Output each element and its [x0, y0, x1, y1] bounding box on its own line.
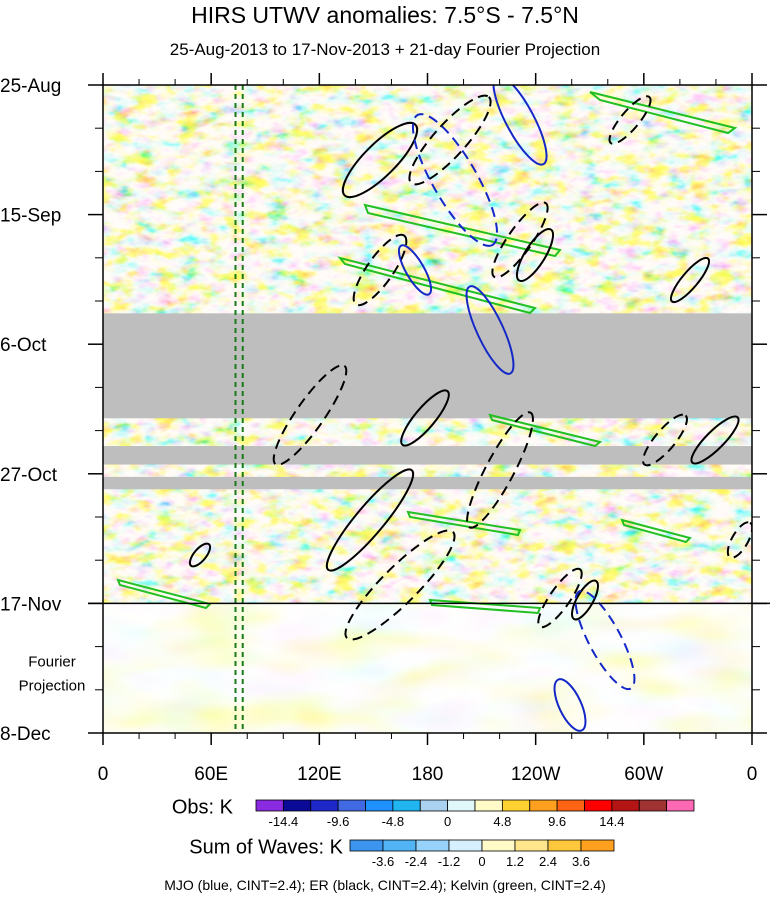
- colorbar-tick-label: 2.4: [539, 854, 557, 869]
- waves-colorbar: -3.6 -2.4 -1.2 0 1.2 2.4 3.6 Sum of Waves: K: [189, 837, 615, 869]
- colorbar-swatch: [501, 799, 531, 812]
- colorbar-swatch: [447, 799, 476, 812]
- colorbar-tick-label: 3.6: [572, 854, 590, 869]
- kelvin-contour: [337, 256, 537, 315]
- colorbar-tick-label: 9.6: [548, 814, 566, 829]
- mjo-contour: [411, 113, 499, 247]
- colorbar-swatch: [415, 839, 450, 852]
- er-contour: [344, 529, 456, 641]
- mjo-contour: [492, 85, 548, 166]
- er-contour: [669, 256, 711, 304]
- kelvin-contour: [116, 578, 212, 610]
- x-tick-label: 120E: [297, 764, 341, 785]
- missing-data-band: [103, 476, 752, 490]
- x-tick-label: 120W: [511, 764, 561, 785]
- colorbar-tick-label: -3.6: [372, 854, 394, 869]
- projection-label: Fourier Projection: [19, 653, 86, 694]
- colorbar-tick-label: 1.2: [506, 854, 524, 869]
- colorbar-swatch: [481, 839, 516, 852]
- er-contour: [325, 468, 415, 572]
- x-tick-label: 180: [412, 764, 444, 785]
- y-tick-label: 8-Dec: [0, 724, 51, 745]
- colorbar-tick-label: -2.4: [405, 854, 427, 869]
- colorbar-title: Sum of Waves: K: [189, 837, 343, 859]
- y-tick-label: 15-Sep: [0, 206, 61, 227]
- er-contour: [188, 542, 212, 568]
- colorbar-swatch: [514, 839, 549, 852]
- colorbar-swatch: [255, 799, 284, 812]
- er-contour: [491, 201, 549, 279]
- axes: 0 60E 120E 180 120W 60W 0 25-Aug 15-Sep 6-Oct 27-O…: [0, 73, 767, 785]
- colorbar-swatch: [448, 839, 483, 852]
- y-tick-label: 17-Nov: [0, 594, 62, 615]
- colorbar-swatch: [580, 839, 615, 852]
- projection-label-line: Projection: [19, 677, 86, 694]
- colorbar-tick-label: -14.4: [269, 814, 299, 829]
- mjo-contour: [465, 285, 515, 375]
- kelvin-contour: [406, 510, 522, 537]
- er-contour: [642, 413, 688, 467]
- kelvin-contour: [589, 91, 738, 135]
- er-contour: [608, 95, 652, 145]
- colorbar-swatch: [282, 799, 312, 812]
- colorbar-tick-label: 4.8: [493, 814, 511, 829]
- colorbar-swatch: [529, 799, 558, 812]
- colorbar-swatch: [419, 799, 449, 812]
- er-contour: [400, 389, 450, 447]
- er-contour: [341, 121, 419, 199]
- colorbar-tick-label: 14.4: [599, 814, 624, 829]
- chart-title: HIRS UTWV anomalies: 7.5°S - 7.5°N: [191, 2, 579, 28]
- colorbar-swatch: [556, 799, 585, 812]
- y-tick-label: 27-Oct: [0, 465, 58, 486]
- x-tick-label: 0: [98, 764, 109, 785]
- er-contour: [726, 521, 752, 559]
- colorbar-swatch: [349, 839, 384, 852]
- colorbar-swatch: [666, 799, 695, 812]
- colorbar-tick-label: 0: [478, 854, 485, 869]
- er-contour: [515, 228, 555, 282]
- projection-label-line: Fourier: [28, 653, 76, 670]
- x-tick-label: 60E: [194, 764, 228, 785]
- colorbar-swatch: [638, 799, 668, 812]
- kelvin-contour: [488, 413, 603, 448]
- wave-contour-overlays: [116, 85, 752, 732]
- kelvin-contour: [363, 203, 562, 258]
- colorbar-tick-label: -9.6: [327, 814, 349, 829]
- y-tick-label: 25-Aug: [0, 76, 61, 97]
- colorbar-swatch: [392, 799, 421, 812]
- reference-longitude-lines: [234, 85, 244, 733]
- er-contour: [272, 364, 348, 466]
- mjo-contour: [574, 589, 636, 691]
- projection-field: [103, 603, 752, 733]
- x-tick-label: 0: [747, 764, 758, 785]
- x-tick-label: 60W: [624, 764, 663, 785]
- obs-colorbar: -14.4 -9.6 -4.8 0 4.8 9.6 14.4 Obs: K: [172, 797, 695, 829]
- colorbar-swatch: [382, 839, 417, 852]
- er-contour: [466, 411, 534, 529]
- colorbar-swatch: [611, 799, 640, 812]
- er-contour: [408, 94, 492, 186]
- er-contour: [352, 233, 408, 307]
- colorbar-tick-label: -4.8: [382, 814, 404, 829]
- colorbar-swatch: [474, 799, 503, 812]
- mjo-contour: [553, 678, 587, 732]
- wave-legend-footnote: MJO (blue, CINT=2.4); ER (black, CINT=2.…: [164, 877, 606, 893]
- er-contour: [690, 415, 740, 465]
- colorbar-title: Obs: K: [172, 797, 234, 819]
- missing-data-band: [103, 313, 752, 419]
- colorbar-tick-label: 0: [444, 814, 451, 829]
- colorbar-swatch: [584, 799, 613, 812]
- colorbar-swatch: [547, 839, 582, 852]
- colorbar-swatch: [365, 799, 394, 812]
- mjo-contour: [397, 244, 433, 296]
- missing-data-band: [103, 446, 752, 465]
- kelvin-contour: [620, 518, 692, 544]
- missing-data-bands: [103, 313, 752, 490]
- colorbar-swatch: [337, 799, 366, 812]
- y-tick-label: 6-Oct: [0, 335, 47, 356]
- colorbar-tick-label: -1.2: [438, 854, 460, 869]
- colorbar-swatch: [310, 799, 339, 812]
- chart-subtitle: 25-Aug-2013 to 17-Nov-2013 + 21-day Four…: [169, 40, 601, 59]
